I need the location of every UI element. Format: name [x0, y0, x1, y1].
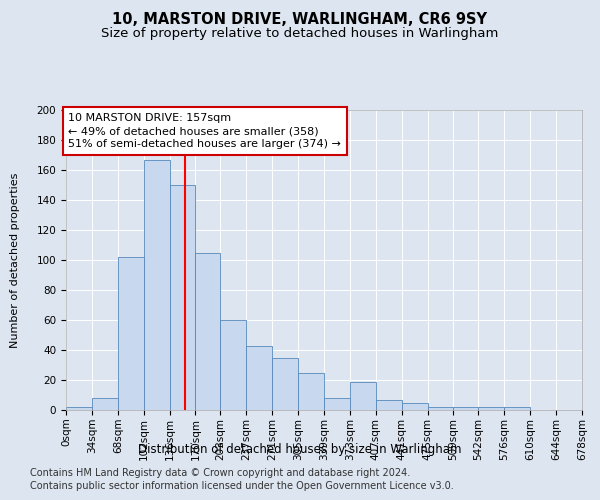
- Bar: [170, 185, 196, 410]
- Bar: [298, 372, 324, 410]
- Bar: [196, 252, 220, 410]
- Bar: [220, 320, 247, 410]
- Bar: [272, 358, 298, 410]
- Bar: [376, 400, 401, 410]
- Bar: [118, 257, 143, 410]
- Bar: [324, 398, 350, 410]
- Text: Size of property relative to detached houses in Warlingham: Size of property relative to detached ho…: [101, 28, 499, 40]
- Bar: [350, 382, 376, 410]
- Text: 10 MARSTON DRIVE: 157sqm
← 49% of detached houses are smaller (358)
51% of semi-: 10 MARSTON DRIVE: 157sqm ← 49% of detach…: [68, 113, 341, 150]
- Y-axis label: Number of detached properties: Number of detached properties: [10, 172, 20, 348]
- Text: Contains public sector information licensed under the Open Government Licence v3: Contains public sector information licen…: [30, 481, 454, 491]
- Bar: [454, 407, 478, 410]
- Bar: [66, 407, 92, 410]
- Text: Distribution of detached houses by size in Warlingham: Distribution of detached houses by size …: [138, 442, 462, 456]
- Bar: [428, 407, 454, 410]
- Text: Contains HM Land Registry data © Crown copyright and database right 2024.: Contains HM Land Registry data © Crown c…: [30, 468, 410, 477]
- Bar: [92, 398, 118, 410]
- Bar: [505, 407, 530, 410]
- Bar: [143, 160, 170, 410]
- Bar: [247, 346, 272, 410]
- Text: 10, MARSTON DRIVE, WARLINGHAM, CR6 9SY: 10, MARSTON DRIVE, WARLINGHAM, CR6 9SY: [113, 12, 487, 28]
- Bar: [401, 402, 428, 410]
- Bar: [478, 407, 505, 410]
